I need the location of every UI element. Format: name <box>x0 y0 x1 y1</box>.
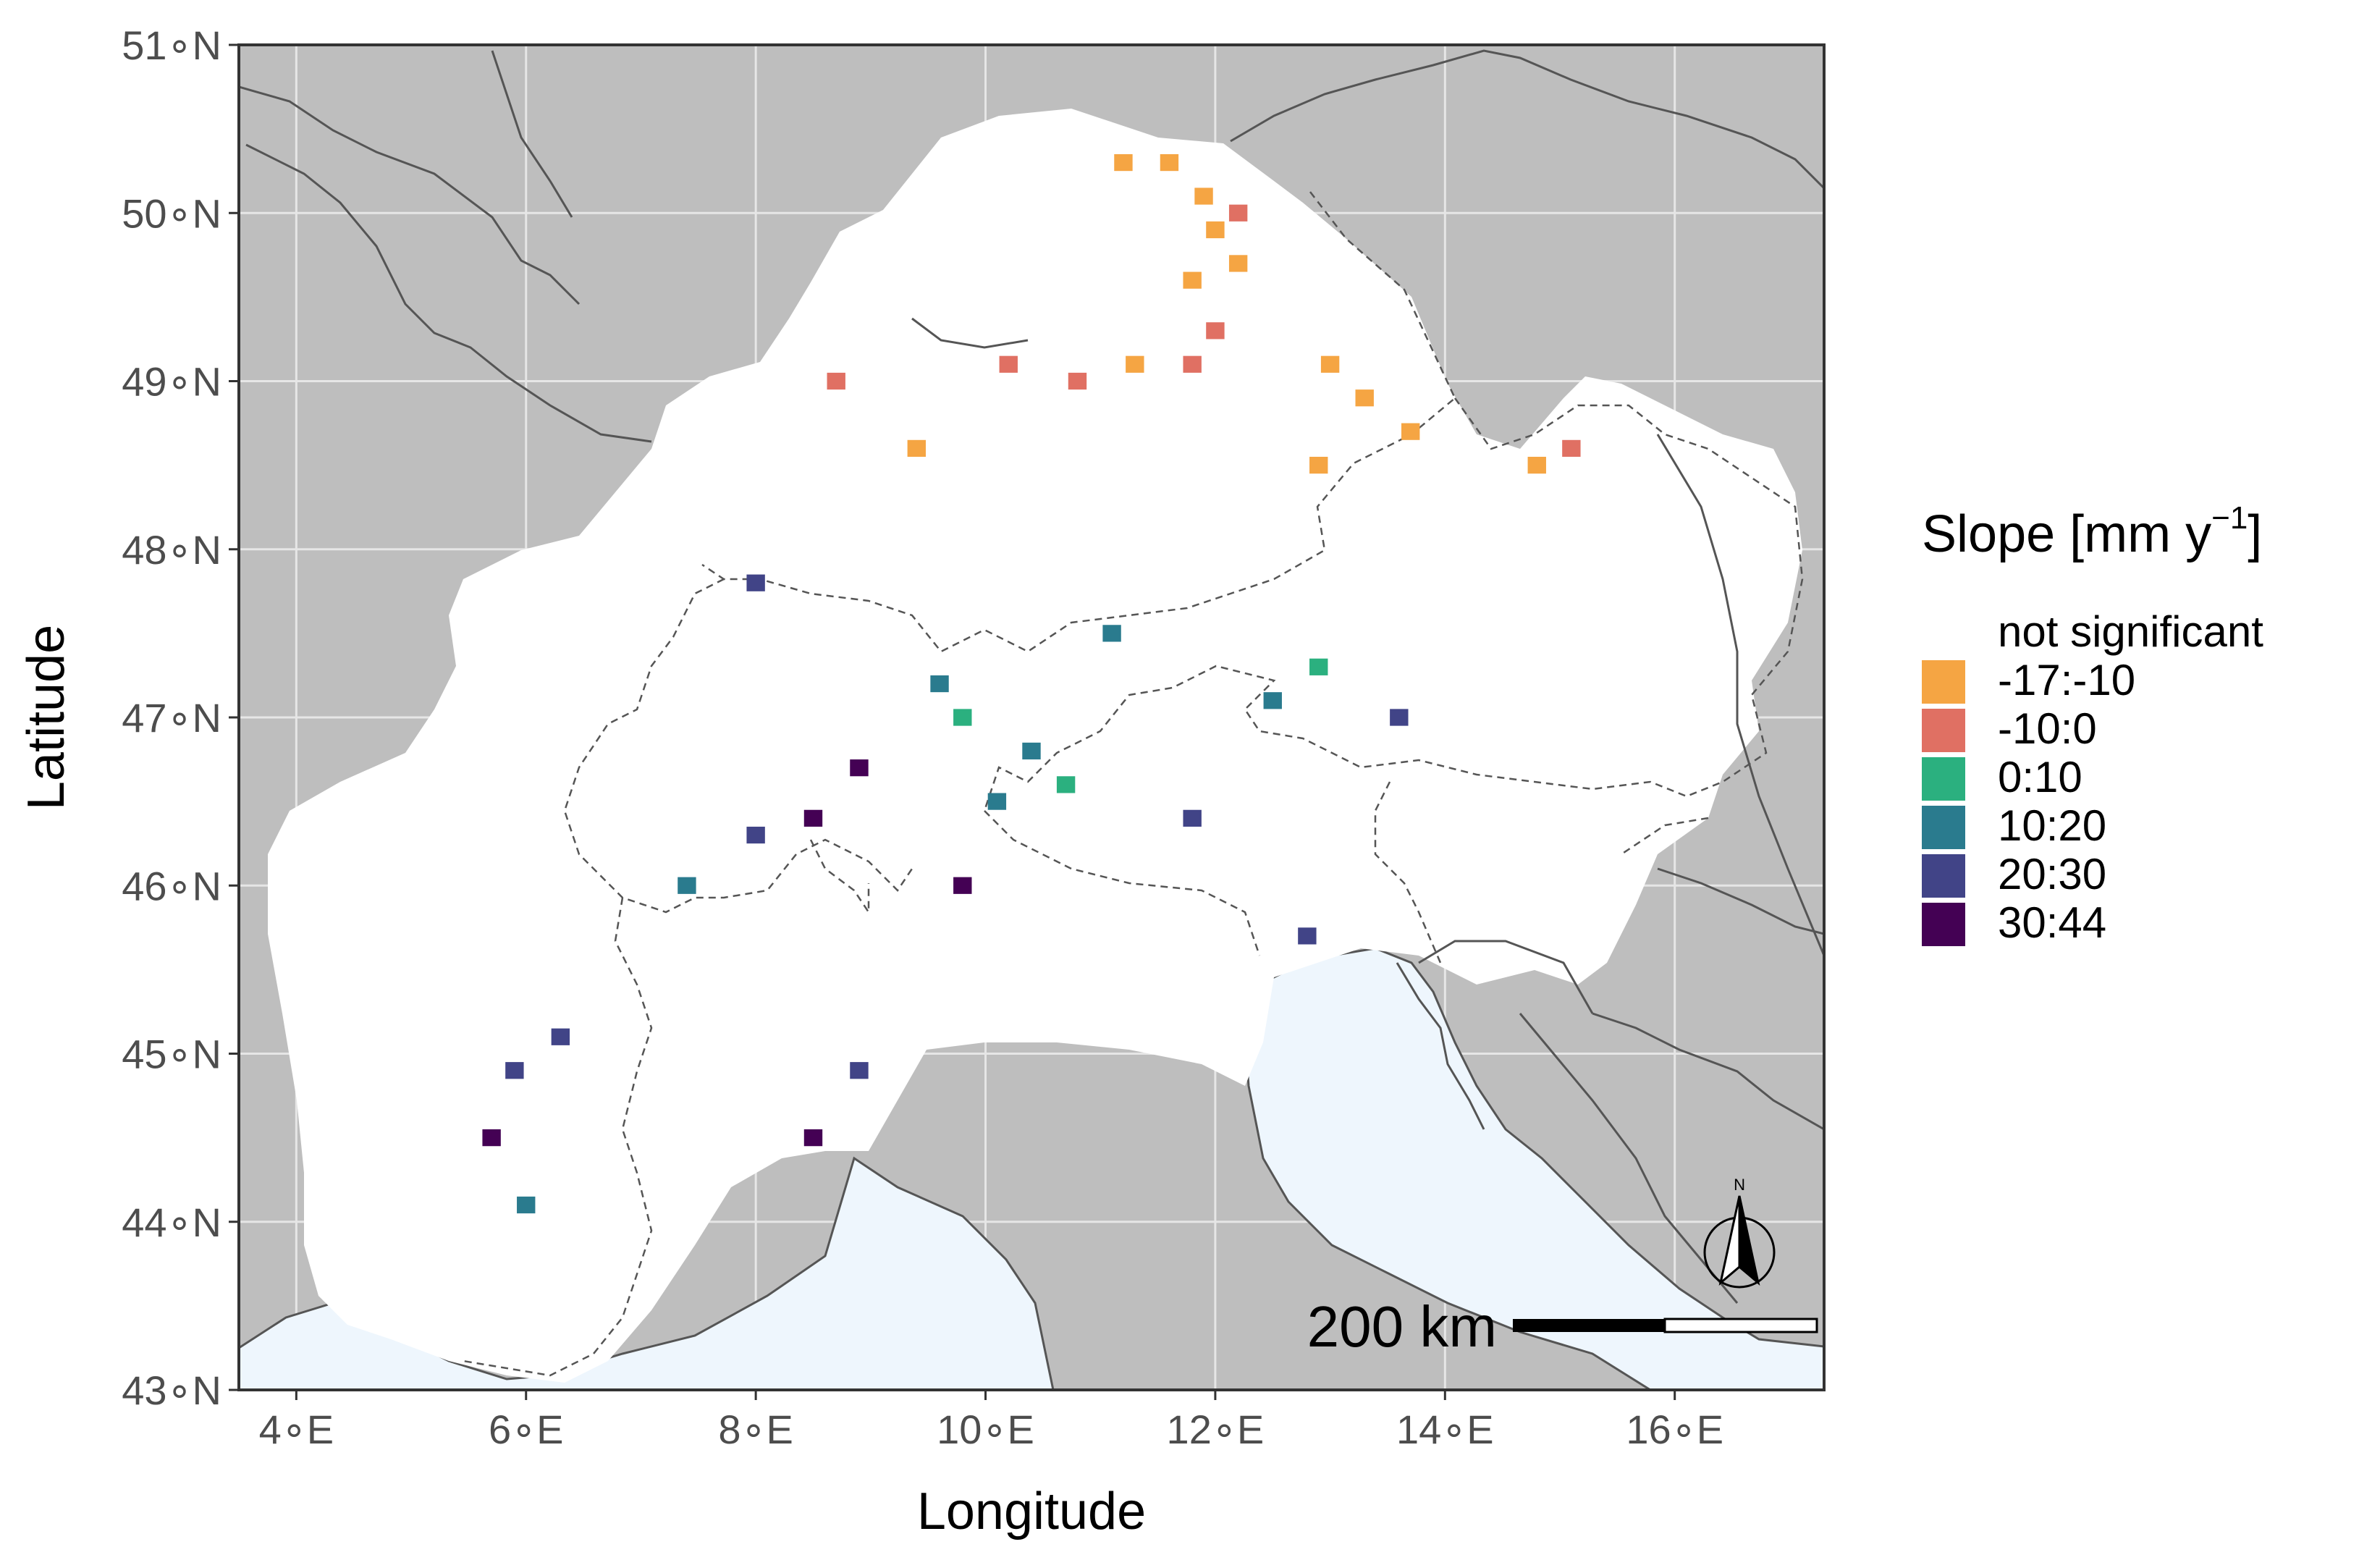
x-tick-label: 6∘E <box>489 1407 564 1452</box>
trend-cell <box>1160 153 1179 172</box>
trend-cell <box>850 1062 869 1079</box>
trend-cell <box>803 1129 823 1147</box>
trend-cell <box>1206 221 1225 239</box>
legend-swatch <box>1922 660 1965 704</box>
x-tick-label: 14∘E <box>1396 1407 1494 1452</box>
legend-items: not significant-17:-10-10:00:1010:2020:3… <box>1922 607 2263 947</box>
trend-cell <box>1114 153 1133 172</box>
x-tick-label: 8∘E <box>718 1407 793 1452</box>
trend-cell <box>1309 457 1328 474</box>
trend-cell <box>1183 355 1202 373</box>
legend-swatch <box>1922 903 1965 946</box>
y-axis-title: Latitude <box>17 625 75 810</box>
y-tick-label: 44∘N <box>122 1200 221 1245</box>
legend: Slope [mm y−1] not significant-17:-10-10… <box>1922 500 2263 947</box>
y-tick-label: 49∘N <box>122 359 221 405</box>
y-tick-label: 47∘N <box>122 695 221 741</box>
trend-cell <box>505 1062 524 1079</box>
x-axis: 4∘E 6∘E 8∘E 10∘E 12∘E 14∘E 16∘E <box>259 1390 1723 1452</box>
trend-cell <box>678 877 696 894</box>
trend-cell <box>953 709 972 726</box>
trend-cell <box>987 793 1007 810</box>
x-tick-label: 12∘E <box>1167 1407 1265 1452</box>
trend-cell <box>1102 625 1121 642</box>
trend-cell <box>1068 372 1087 390</box>
legend-label: 30:44 <box>1998 898 2106 947</box>
trend-cell <box>999 355 1018 373</box>
trend-cell <box>1056 776 1076 793</box>
trend-cell <box>1263 692 1282 709</box>
trend-cell <box>482 1129 501 1147</box>
trend-cell <box>930 675 949 693</box>
y-axis: 43∘N 44∘N 45∘N 46∘N 47∘N 48∘N 49∘N 50∘N 51∘N <box>122 22 239 1413</box>
trend-cell <box>1194 187 1213 205</box>
legend-title: Slope [mm y−1] <box>1922 500 2262 563</box>
trend-cell <box>850 759 869 777</box>
legend-title-end: ] <box>2248 505 2262 563</box>
trend-cells <box>482 153 1581 1214</box>
legend-swatch <box>1922 757 1965 801</box>
trend-cell <box>1228 204 1248 222</box>
trend-cell <box>1206 322 1225 340</box>
x-tick-label: 4∘E <box>259 1407 334 1452</box>
trend-cell <box>827 372 845 390</box>
trend-cell <box>1355 389 1374 407</box>
trend-cell <box>1298 927 1317 945</box>
trend-cell <box>746 826 765 844</box>
trend-cell <box>1126 355 1144 373</box>
legend-swatch <box>1922 612 1965 655</box>
x-tick-label: 16∘E <box>1626 1407 1723 1452</box>
legend-title-superscript: −1 <box>2211 500 2248 536</box>
y-tick-label: 50∘N <box>122 190 221 236</box>
trend-cell <box>1228 255 1248 272</box>
y-tick-label: 45∘N <box>122 1032 221 1077</box>
trend-cell <box>1309 658 1328 675</box>
legend-swatch <box>1922 806 1965 849</box>
trend-cell <box>746 574 765 591</box>
trend-cell <box>803 809 823 827</box>
trend-cell <box>1320 355 1340 373</box>
trend-cell <box>1401 423 1420 440</box>
trend-cell <box>1527 457 1546 474</box>
legend-swatch <box>1922 854 1965 898</box>
legend-label: 20:30 <box>1998 850 2106 898</box>
trend-cell <box>1183 809 1202 827</box>
trend-cell <box>1022 742 1041 760</box>
legend-label: -17:-10 <box>1998 656 2135 704</box>
trend-cell <box>953 877 972 894</box>
y-tick-label: 48∘N <box>122 527 221 573</box>
x-tick-label: 10∘E <box>937 1407 1034 1452</box>
north-arrow-icon: N <box>1703 1176 1776 1289</box>
scale-bar-dark-segment <box>1513 1319 1665 1332</box>
scale-bar-light-segment <box>1663 1318 1818 1333</box>
legend-title-main: Slope [mm y <box>1922 505 2211 563</box>
scale-bar-label: 200 km <box>1307 1294 1497 1359</box>
trend-cell <box>1183 271 1202 289</box>
legend-label: -10:0 <box>1998 704 2097 753</box>
region-boundaries <box>463 191 1804 1377</box>
y-tick-label: 46∘N <box>122 863 221 909</box>
y-tick-label: 51∘N <box>122 22 221 68</box>
y-tick-label: 43∘N <box>122 1367 221 1413</box>
trend-cell <box>1390 709 1409 726</box>
north-arrow-label: N <box>1734 1176 1745 1194</box>
legend-swatch <box>1922 709 1965 752</box>
istria-coast <box>1396 962 1485 1130</box>
map-panel: 200 km N <box>239 45 1824 1390</box>
legend-label: not significant <box>1998 607 2263 656</box>
scale-bar: 200 km <box>1307 1294 1818 1359</box>
trend-cell <box>517 1196 536 1214</box>
trend-cell <box>551 1028 570 1045</box>
legend-label: 10:20 <box>1998 801 2106 850</box>
trend-cell <box>907 439 926 458</box>
trend-cell <box>1562 439 1581 458</box>
legend-label: 0:10 <box>1998 753 2082 801</box>
x-axis-title: Longitude <box>917 1483 1146 1540</box>
country-borders <box>239 49 1824 1304</box>
